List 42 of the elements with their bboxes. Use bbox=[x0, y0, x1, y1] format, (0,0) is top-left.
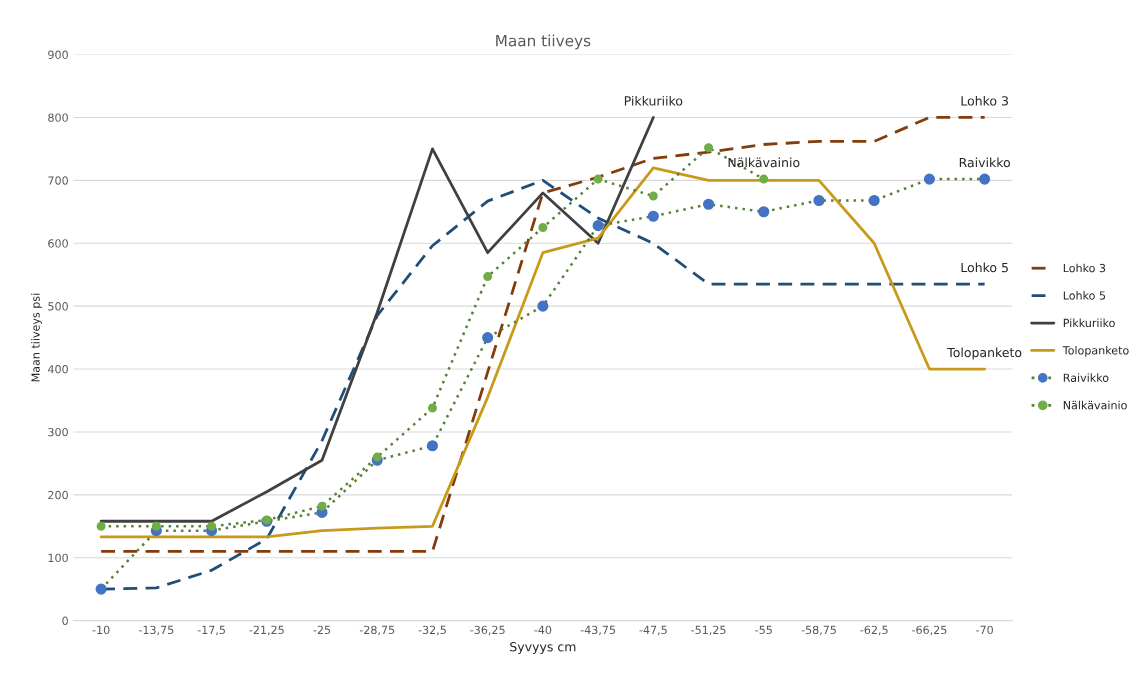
y-tick-label: 300 bbox=[48, 427, 68, 437]
x-tick-label: -36,25 bbox=[470, 625, 505, 636]
y-tick-label: 500 bbox=[48, 302, 68, 311]
annotation: Tolopanketo bbox=[947, 347, 1022, 360]
x-tick-label: -21,25 bbox=[249, 625, 284, 636]
y-tick-label: 800 bbox=[48, 113, 68, 122]
x-tick-label: -55 bbox=[755, 625, 772, 635]
annotation: Pikkuriiko bbox=[624, 95, 683, 106]
x-tick-label: -17,5 bbox=[197, 625, 225, 636]
x-tick-label: -70 bbox=[976, 625, 993, 635]
y-axis-title: Maan tiiveys psi bbox=[31, 293, 42, 382]
y-tick-label: 100 bbox=[48, 553, 68, 563]
x-tick-label: -28,75 bbox=[359, 625, 395, 636]
x-tick-label: -13,75 bbox=[138, 625, 174, 636]
x-tick-label: -10 bbox=[92, 625, 110, 635]
y-tick-label: 900 bbox=[48, 50, 68, 59]
legend-label: Lohko 5 bbox=[1063, 291, 1106, 300]
y-tick-label: 0 bbox=[62, 616, 68, 625]
legend-label: Lohko 3 bbox=[1063, 263, 1106, 273]
chart-title: Maan tiiveys bbox=[496, 34, 591, 50]
x-tick-label: -32,5 bbox=[418, 625, 446, 636]
x-tick-label: -25 bbox=[313, 625, 331, 635]
x-tick-label: -51,25 bbox=[691, 625, 726, 636]
x-tick-label: -47,5 bbox=[639, 625, 667, 636]
y-tick-label: 700 bbox=[48, 176, 68, 185]
annotation: Lohko 5 bbox=[961, 262, 1008, 273]
x-tick-label: -62,5 bbox=[860, 625, 888, 636]
legend-label: Tolopanketo bbox=[1062, 345, 1129, 357]
y-tick-label: 400 bbox=[47, 365, 68, 374]
x-tick-label: -40 bbox=[534, 625, 552, 635]
legend-label: Nälkävainio bbox=[1063, 400, 1127, 410]
annotation: Lohko 3 bbox=[961, 95, 1008, 106]
x-tick-label: -66,25 bbox=[912, 625, 947, 636]
x-tick-label: -43,75 bbox=[580, 625, 616, 636]
legend-label: Raivikko bbox=[1063, 373, 1109, 382]
legend-label: Pikkuriiko bbox=[1063, 318, 1115, 328]
x-axis-title: Syvyys cm bbox=[510, 642, 576, 654]
x-tick-label: -58,75 bbox=[801, 625, 836, 636]
y-tick-label: 600 bbox=[48, 239, 68, 248]
y-tick-label: 200 bbox=[48, 490, 68, 500]
annotation: Raivikko bbox=[959, 157, 1010, 168]
annotation: Nälkävainio bbox=[728, 157, 800, 168]
